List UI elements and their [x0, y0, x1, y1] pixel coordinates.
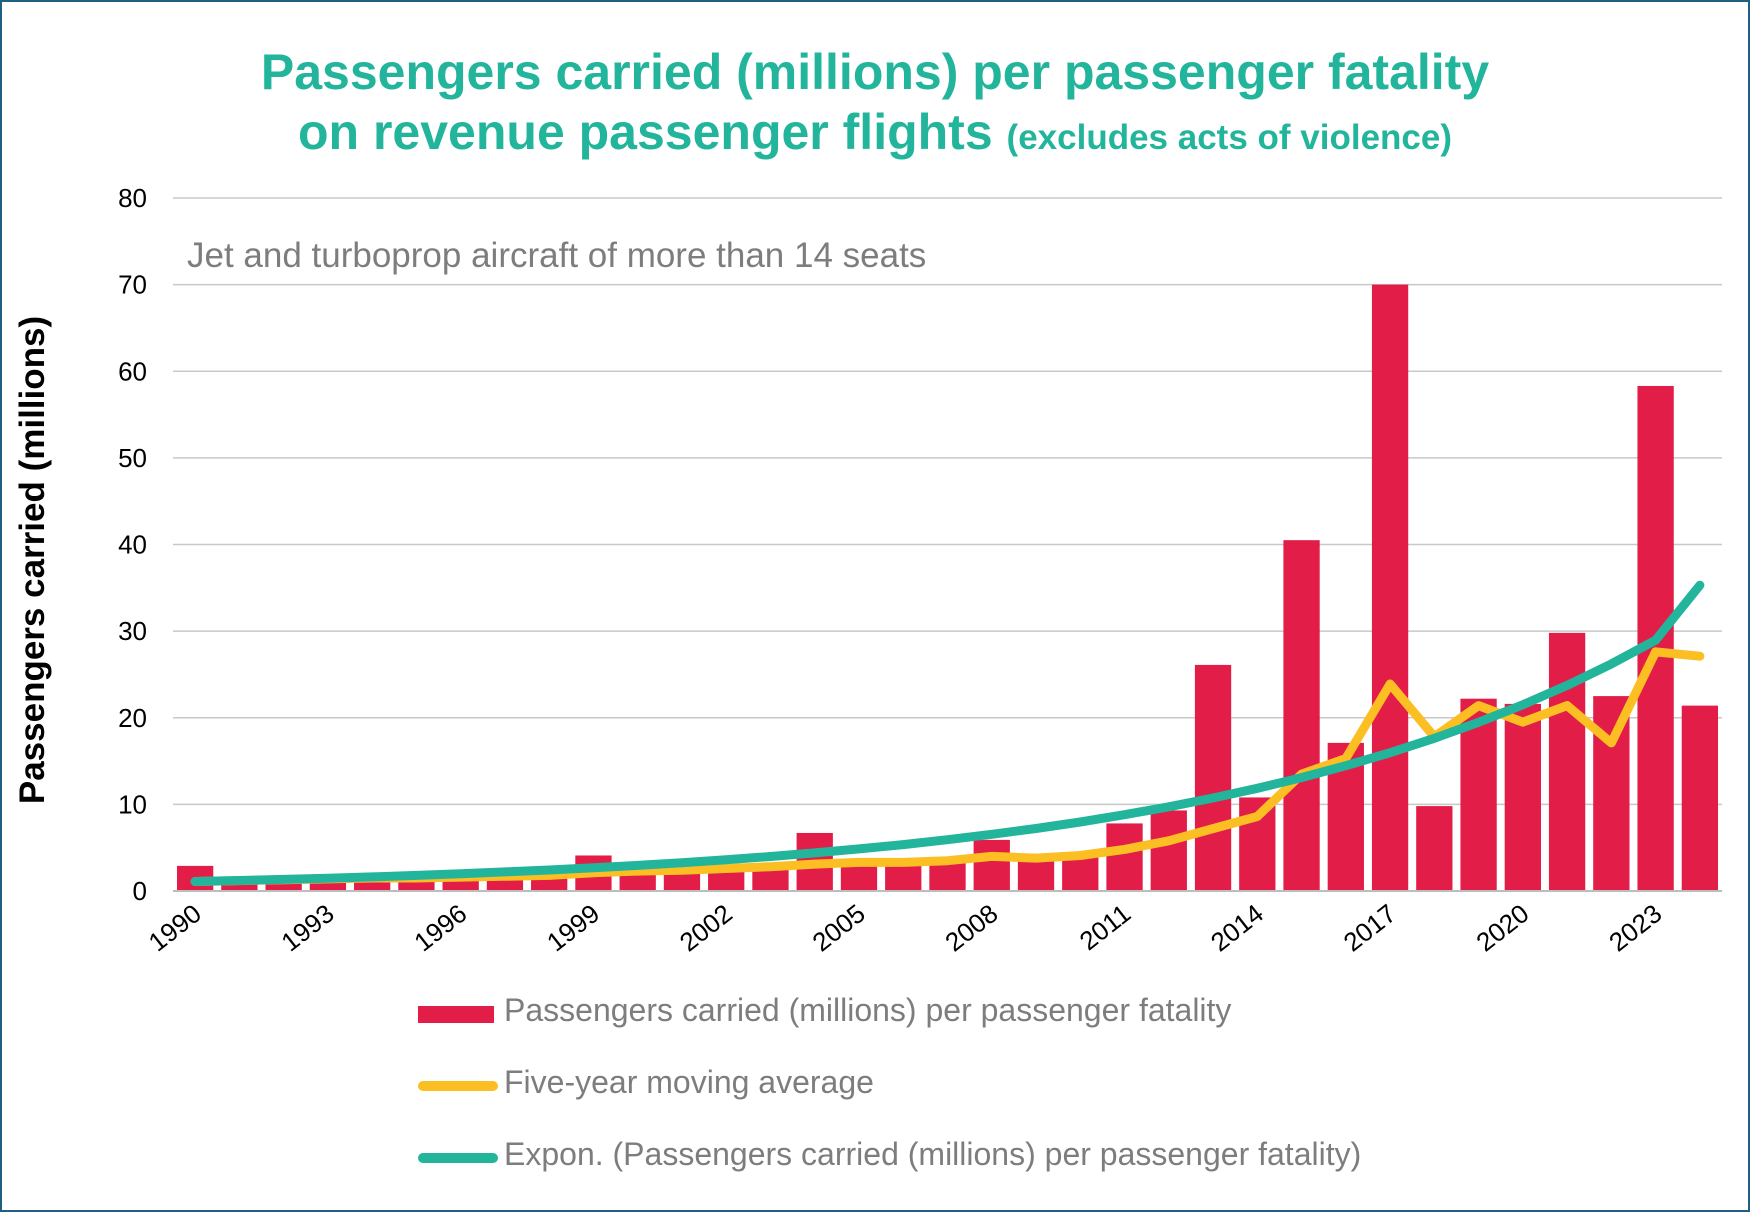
chart-title: Passengers carried (millions) per passen…: [0, 42, 1750, 168]
x-tick-label: 2017: [1338, 898, 1402, 957]
y-tick-label: 50: [118, 443, 147, 473]
y-tick-label: 30: [118, 616, 147, 646]
x-tick-label: 1996: [408, 898, 472, 957]
x-tick-label: 1993: [276, 898, 340, 957]
bar: [1017, 858, 1055, 891]
bar: [708, 869, 745, 891]
y-tick-label: 20: [118, 703, 147, 733]
chart-title-line-2: on revenue passenger flights (excludes a…: [0, 102, 1750, 168]
bar: [1371, 284, 1409, 891]
y-tick-label: 0: [133, 876, 147, 906]
bar: [1283, 540, 1320, 891]
legend-swatch-moving-average: [418, 1081, 498, 1091]
x-tick-label: 2011: [1074, 898, 1137, 956]
legend-label-bars: Passengers carried (millions) per passen…: [504, 992, 1232, 1028]
bar: [619, 871, 656, 891]
x-tick-label: 2002: [674, 898, 738, 957]
chart-title-line-2-main: on revenue passenger flights: [298, 104, 993, 160]
bar: [1106, 823, 1143, 891]
x-tick-label: 1990: [143, 898, 207, 957]
x-tick-label: 2014: [1205, 898, 1269, 957]
bar: [1548, 632, 1586, 891]
bar: [1062, 856, 1099, 891]
chart-subtitle: Jet and turboprop aircraft of more than …: [187, 236, 927, 275]
x-tick-label: 2020: [1470, 898, 1534, 957]
bar: [1504, 703, 1541, 891]
x-tick-label: 2023: [1603, 898, 1667, 957]
bar: [973, 839, 1010, 891]
bar: [1416, 806, 1453, 891]
legend-label-moving-average: Five-year moving average: [504, 1064, 874, 1100]
trend-line: [190, 580, 1705, 886]
x-tick-label: 2005: [807, 898, 871, 957]
legend-swatch-trend: [418, 1153, 498, 1163]
y-tick-label: 60: [118, 356, 147, 386]
x-tick-label: 1999: [541, 898, 605, 957]
y-tick-label: 80: [118, 183, 147, 213]
bar: [1150, 810, 1187, 891]
bar: [265, 879, 302, 891]
y-axis-label: Passengers carried (millions): [13, 315, 52, 805]
bar: [1681, 705, 1719, 891]
bar: [1194, 664, 1232, 891]
y-tick-label: 70: [118, 270, 147, 300]
legend-label-trend: Expon. (Passengers carried (millions) pe…: [504, 1136, 1362, 1172]
bar: [221, 880, 258, 891]
y-tick-label: 40: [118, 530, 147, 560]
bar: [663, 870, 701, 891]
legend-swatch-bars: [418, 1006, 494, 1023]
chart-title-qualifier: (excludes acts of violence): [1006, 118, 1452, 157]
y-tick-label: 10: [118, 789, 147, 819]
x-tick-label: 2008: [939, 898, 1003, 957]
chart-title-line-1: Passengers carried (millions) per passen…: [260, 44, 1490, 100]
